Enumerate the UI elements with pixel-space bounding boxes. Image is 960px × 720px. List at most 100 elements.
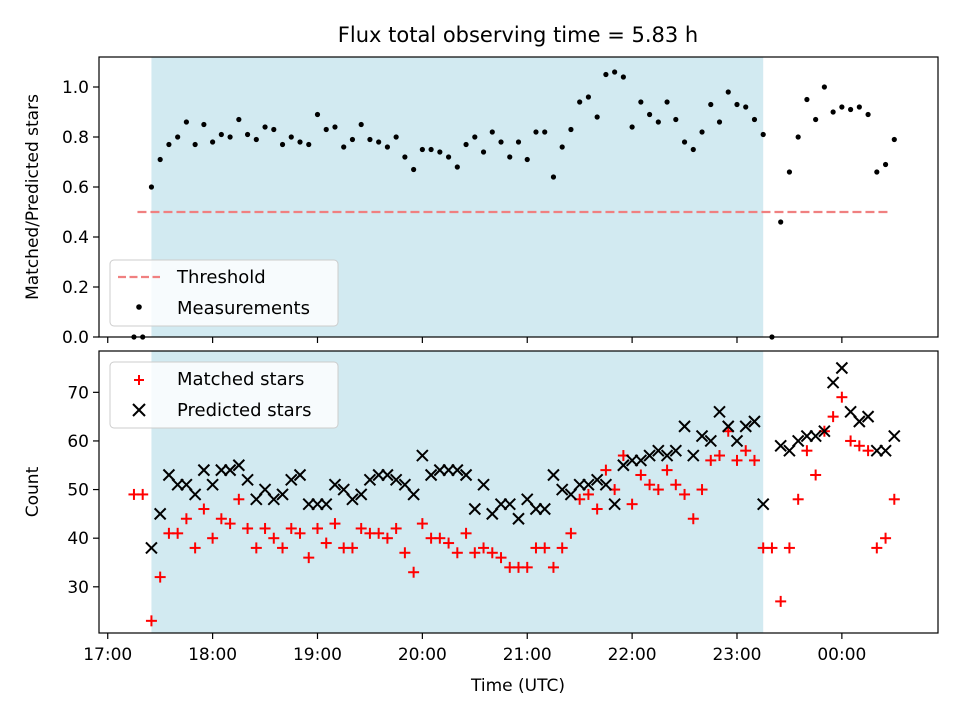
chart-title: Flux total observing time = 5.83 h [338,23,698,47]
measurement-point [612,69,618,75]
measurement-point [778,219,784,225]
predicted-star-point [389,473,403,487]
measurement-point [760,131,766,138]
measurement-point [244,131,251,138]
matched-star-point [652,484,664,496]
predicted-star-point [879,444,892,457]
x-axis-label: Time (UTC) [470,676,565,696]
measurement-point [813,116,819,123]
matched-star-point [285,522,297,534]
predicted-star-point [678,420,691,433]
matched-star-point [451,547,463,559]
predicted-star-point [555,483,569,496]
legend-measurements-label: Measurements [177,298,310,319]
matched-star-point [635,469,647,481]
matched-star-point [740,445,752,457]
predicted-star-point [250,493,263,506]
matched-star-point [346,542,358,554]
measurement-point [804,96,810,103]
matched-star-point [565,527,577,539]
predicted-star-point [547,468,560,482]
predicted-star-point [739,420,752,433]
legend-measurements-swatch [136,304,142,310]
matched-star-point [486,547,498,559]
predicted-star-point [276,488,289,501]
matched-star-point [303,552,315,564]
matched-star-point [766,542,778,554]
predicted-star-point [695,429,709,443]
predicted-star-point [861,410,875,423]
matched-star-point [294,527,306,539]
measurement-point [411,166,417,173]
ratio-y-tick-label: 0.0 [62,328,89,348]
matched-star-point [355,522,367,534]
predicted-star-point [424,468,438,482]
matched-star-point [810,469,822,481]
measurement-point [437,149,443,155]
matched-star-point [626,498,638,510]
ratio-panel-frame [98,56,939,338]
x-tick-label: 23:00 [712,645,761,665]
matched-star-point [224,518,236,530]
ratio-legend: Threshold Measurements [109,259,339,327]
matched-star-point [495,552,507,564]
matched-star-point [373,527,385,539]
predicted-star-point [888,429,901,443]
predicted-star-point [634,454,648,467]
matched-star-point [443,537,455,549]
matched-star-point [259,522,271,534]
predicted-star-point [188,488,202,501]
measurement-point [594,114,600,120]
matched-star-point [277,542,289,554]
measurement-point [384,144,391,150]
predicted-star-point [590,473,604,487]
predicted-star-point [809,429,822,443]
measurement-point [848,106,854,113]
predicted-star-point [853,415,866,428]
measurement-point [550,174,557,180]
ratio-y-axis-label: Matched/Predicted stars [23,94,43,300]
matched-star-point [268,532,280,544]
matched-star-point [381,532,393,544]
measurement-point [681,139,688,145]
x-tick-label: 19:00 [293,645,342,665]
measurement-point [463,141,469,148]
measurement-point [428,146,434,153]
measurement-point [288,134,294,140]
measurement-point [725,89,731,95]
predicted-star-point [232,459,246,472]
matched-star-point [880,532,892,544]
measurement-point [856,104,862,110]
predicted-star-point [153,507,167,521]
matched-star-point [521,561,533,573]
measurement-point [218,131,224,138]
x-tick-label: 21:00 [503,645,552,665]
predicted-star-point [730,434,744,448]
predicted-star-point [241,473,254,487]
measurement-point [262,124,268,130]
predicted-star-point [835,361,849,375]
ratio-y-tick-label: 0.2 [62,278,89,298]
x-tick-label: 22:00 [608,645,657,665]
predicted-star-point [459,468,473,482]
predicted-star-point [660,449,674,462]
matched-star-point [390,522,402,534]
measurement-point [236,116,242,123]
count-y-tick-label: 50 [67,481,89,501]
measurement-point [253,136,259,143]
measurement-point [673,116,679,123]
measurement-point [786,169,793,175]
predicted-star-point [285,473,298,487]
matched-star-point [775,595,787,607]
predicted-star-point [704,434,717,448]
matched-star-point [556,542,568,554]
matched-star-point [207,532,219,544]
predicted-star-point [337,483,350,496]
matched-star-point [198,503,210,515]
measurement-point [734,101,740,108]
predicted-star-point [617,459,630,472]
predicted-star-point [582,478,595,491]
measurement-point [227,134,233,140]
predicted-star-point [748,415,761,428]
predicted-star-point [599,478,613,491]
